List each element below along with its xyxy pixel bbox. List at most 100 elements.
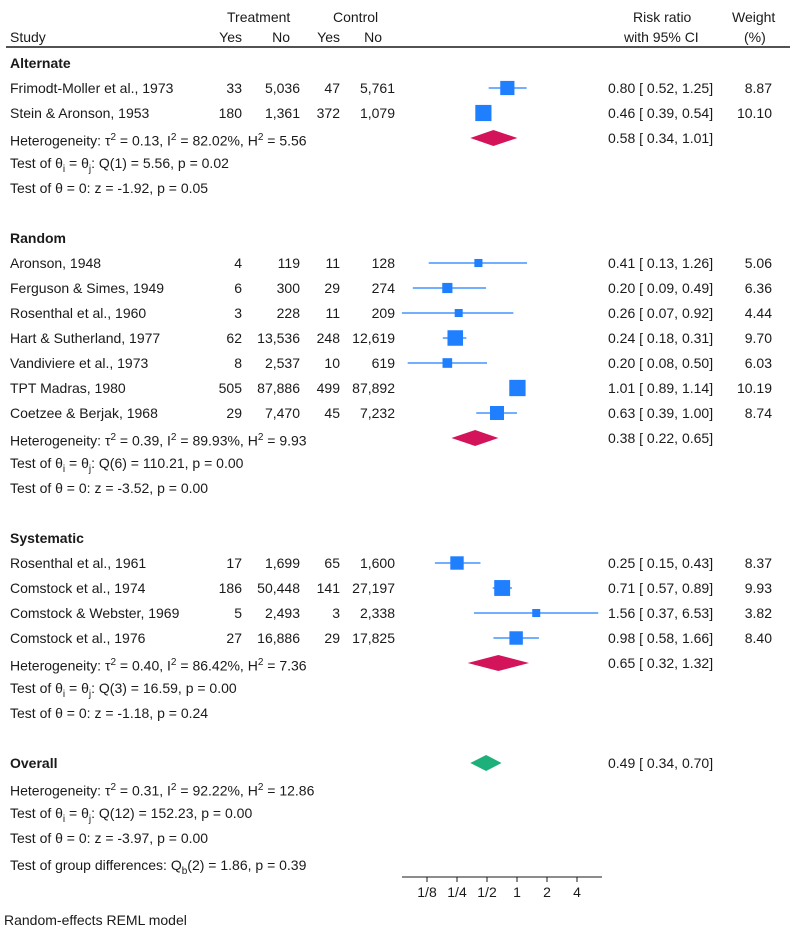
treatment-header: Treatment	[227, 9, 291, 25]
control-yes: 65	[324, 555, 340, 571]
group-q-test: Test of θi = θj: Q(6) = 110.21, p = 0.00	[10, 455, 244, 475]
control-no: 619	[371, 355, 395, 371]
treatment-yes: 33	[226, 80, 242, 96]
study-marker	[447, 330, 463, 346]
study-marker	[494, 580, 511, 596]
treatment-no: 16,886	[257, 630, 300, 646]
control-no: 7,232	[359, 405, 395, 421]
control-yes: 45	[324, 405, 340, 421]
overall-q-test: Test of θi = θj: Q(12) = 152.23, p = 0.0…	[10, 805, 253, 825]
control-no: 1,600	[359, 555, 395, 571]
study-weight: 10.10	[736, 105, 772, 121]
study-weight: 9.70	[744, 330, 772, 346]
study-marker	[500, 80, 515, 96]
control-yes: 10	[324, 355, 340, 371]
risk-ratio-header: Risk ratio	[633, 9, 692, 25]
overall-z-test: Test of θ = 0: z = -3.97, p = 0.00	[10, 830, 209, 846]
group-title-random: Random	[10, 230, 66, 246]
study-name: Rosenthal et al., 1960	[10, 305, 147, 321]
group-diamond	[470, 130, 518, 146]
study-name: Aronson, 1948	[10, 255, 102, 271]
treatment-no: 1,361	[264, 105, 300, 121]
treatment-yes: 186	[218, 580, 242, 596]
treatment-yes: 505	[218, 380, 242, 396]
treatment-no: 2,493	[264, 605, 300, 621]
group-title-systematic: Systematic	[10, 530, 84, 546]
study-marker	[490, 406, 504, 420]
group-summary-ci: 0.65 [ 0.32, 1.32]	[608, 655, 714, 671]
study-ci: 0.20 [ 0.08, 0.50]	[608, 355, 714, 371]
group-title-alternate: Alternate	[10, 55, 71, 71]
treatment-no: 228	[276, 305, 300, 321]
study-ci: 0.25 [ 0.15, 0.43]	[608, 555, 714, 571]
control-yes: 372	[316, 105, 340, 121]
study-weight: 3.82	[744, 605, 772, 621]
study-ci: 0.63 [ 0.39, 1.00]	[608, 405, 714, 421]
study-name: Comstock et al., 1974	[10, 580, 146, 596]
study-marker	[475, 104, 492, 122]
treatment-yes: 6	[234, 280, 242, 296]
study-marker	[509, 379, 526, 397]
treatment-yes: 29	[226, 405, 242, 421]
group-differences-test: Test of group differences: Qb(2) = 1.86,…	[10, 857, 307, 877]
study-ci: 0.71 [ 0.57, 0.89]	[608, 580, 714, 596]
overall-ci: 0.49 [ 0.34, 0.70]	[608, 755, 714, 771]
study-weight: 4.44	[744, 305, 772, 321]
control-yes: 499	[316, 380, 340, 396]
group-z-test: Test of θ = 0: z = -1.92, p = 0.05	[10, 180, 209, 196]
ci-header: with 95% CI	[624, 29, 699, 45]
x-tick-label: 4	[573, 884, 581, 900]
treatment-no: 5,036	[264, 80, 300, 96]
control-no: 17,825	[352, 630, 395, 646]
treatment-yes: 5	[234, 605, 242, 621]
treatment-yes: 4	[234, 255, 242, 271]
study-ci: 0.46 [ 0.39, 0.54]	[608, 105, 714, 121]
treatment-yes: 27	[226, 630, 242, 646]
study-weight: 6.36	[744, 280, 772, 296]
study-marker	[454, 309, 463, 317]
overall-heterogeneity: Heterogeneity: τ2 = 0.31, I2 = 92.22%, H…	[10, 782, 315, 799]
study-marker	[442, 358, 453, 368]
treatment-yes: 3	[234, 305, 242, 321]
study-ci: 0.80 [ 0.52, 1.25]	[608, 80, 714, 96]
group-heterogeneity: Heterogeneity: τ2 = 0.40, I2 = 86.42%, H…	[10, 657, 307, 674]
x-tick-label: 1/2	[477, 884, 497, 900]
study-weight: 8.87	[744, 80, 772, 96]
study-weight: 8.74	[744, 405, 772, 421]
study-marker	[474, 258, 483, 268]
study-name: Comstock et al., 1976	[10, 630, 146, 646]
treatment-no: 87,886	[257, 380, 300, 396]
treatment-yes: 17	[226, 555, 242, 571]
study-ci: 0.41 [ 0.13, 1.26]	[608, 255, 714, 271]
study-weight: 8.40	[744, 630, 772, 646]
control-yes-header: Yes	[317, 29, 340, 45]
treatment-yes: 180	[218, 105, 242, 121]
group-diamond	[451, 430, 499, 446]
study-name: TPT Madras, 1980	[10, 380, 126, 396]
x-tick-label: 1	[513, 884, 521, 900]
weight-header: Weight	[732, 9, 776, 25]
study-weight: 9.93	[744, 580, 772, 596]
control-yes: 11	[325, 255, 340, 271]
group-q-test: Test of θi = θj: Q(3) = 16.59, p = 0.00	[10, 680, 237, 700]
study-weight: 6.03	[744, 355, 772, 371]
study-ci: 0.98 [ 0.58, 1.66]	[608, 630, 714, 646]
group-q-test: Test of θi = θj: Q(1) = 5.56, p = 0.02	[10, 155, 229, 175]
group-summary-ci: 0.38 [ 0.22, 0.65]	[608, 430, 714, 446]
control-yes: 11	[325, 305, 340, 321]
control-yes: 141	[316, 580, 340, 596]
treatment-no: 119	[277, 255, 300, 271]
control-no: 27,197	[352, 580, 395, 596]
study-header: Study	[10, 29, 46, 45]
study-name: Coetzee & Berjak, 1968	[10, 405, 158, 421]
treatment-no: 2,537	[264, 355, 300, 371]
study-ci: 0.26 [ 0.07, 0.92]	[608, 305, 714, 321]
group-heterogeneity: Heterogeneity: τ2 = 0.13, I2 = 82.02%, H…	[10, 132, 307, 149]
study-name: Hart & Sutherland, 1977	[10, 330, 161, 346]
group-z-test: Test of θ = 0: z = -3.52, p = 0.00	[10, 480, 209, 496]
treatment-no: 300	[276, 280, 300, 296]
study-marker	[450, 556, 464, 570]
control-header: Control	[333, 9, 379, 25]
study-marker	[532, 609, 541, 617]
group-heterogeneity: Heterogeneity: τ2 = 0.39, I2 = 89.93%, H…	[10, 432, 307, 449]
